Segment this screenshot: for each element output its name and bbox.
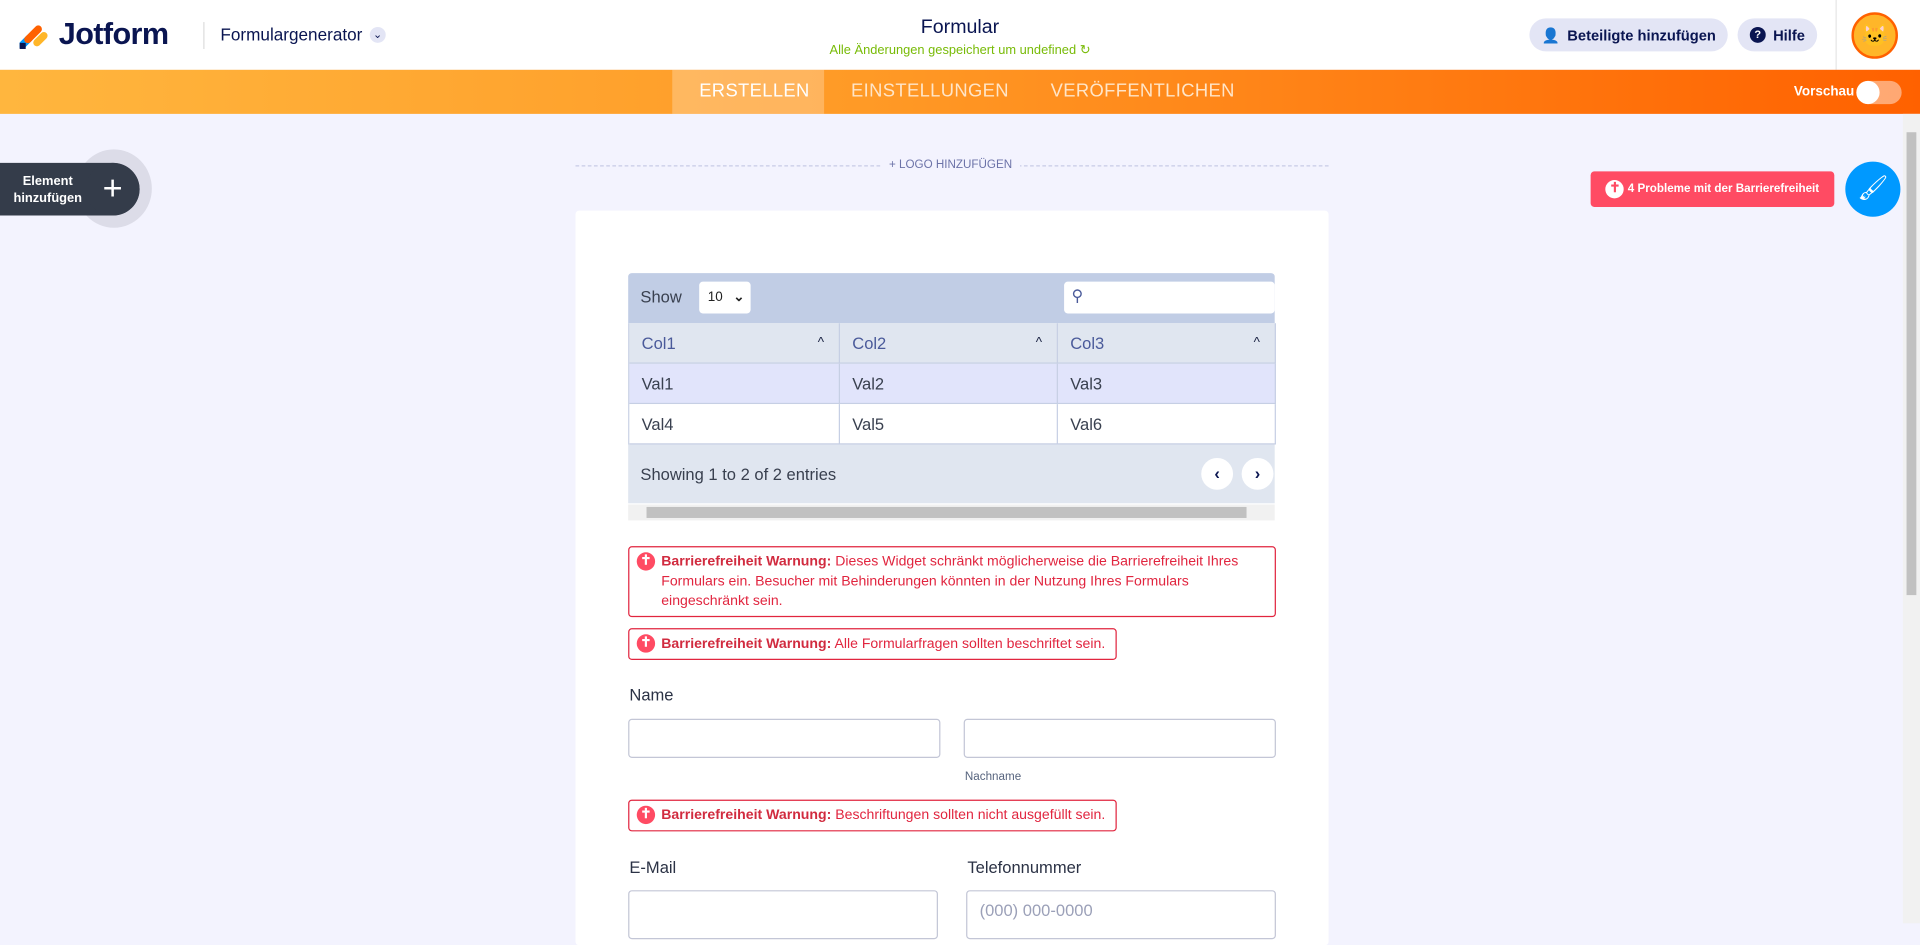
first-name-input[interactable] [628,718,941,758]
accessibility-issues-label: 4 Probleme mit der Barrierefreiheit [1627,182,1820,196]
warning-title: Barrierefreiheit Warnung: [661,554,832,570]
name-label: Name [629,685,674,705]
table-cell[interactable]: Val3 [1057,363,1276,405]
column-header[interactable]: Col2 ^ [840,323,1058,364]
save-status: Alle Änderungen gespeichert um undefined… [0,43,1920,58]
refresh-icon[interactable]: ↻ [1079,42,1091,58]
help-icon: ? [1749,26,1766,43]
table-footer: Showing 1 to 2 of 2 entries ‹ › [628,444,1275,504]
column-header-label: Col3 [1070,334,1105,353]
chevron-down-icon: ⌄ [369,26,386,43]
sort-up-icon: ^ [817,335,825,351]
builder-nav: ERSTELLEN EINSTELLUNGEN VERÖFFENTLICHEN … [0,69,1920,114]
accessibility-icon: ✝ [636,552,656,571]
accessibility-warning: ✝ Barrierefreiheit Warnung: Dieses Widget… [628,546,1276,618]
builder-menu-label: Formulargenerator [220,24,363,45]
tab-veroeffentlichen[interactable]: VERÖFFENTLICHEN [1050,80,1235,102]
scrollbar-thumb[interactable] [646,506,1247,518]
accessibility-icon: ✝ [636,805,656,825]
table-search-input[interactable]: ⚲ [1064,281,1275,314]
sort-up-icon: ^ [1253,335,1261,351]
form-designer-button[interactable]: 🖌 [1845,161,1901,217]
phone-input[interactable]: (000) 000-0000 [966,890,1276,940]
save-status-text: Alle Änderungen gespeichert um undefined [829,42,1077,58]
table-info: Showing 1 to 2 of 2 entries [640,465,837,484]
accessibility-issues-button[interactable]: ✝ 4 Probleme mit der Barrierefreiheit [1590,171,1835,207]
email-label: E-Mail [629,858,677,877]
builder-menu[interactable]: Formulargenerator ⌄ [220,24,386,45]
user-icon: 👤 [1541,26,1560,44]
previous-page-button[interactable]: ‹ [1201,457,1234,490]
accessibility-warning: ✝ Barrierefreiheit Warnung: Beschriftunge… [628,799,1117,832]
sort-up-icon: ^ [1035,335,1043,351]
table-cell[interactable]: Val4 [629,404,841,445]
tab-einstellungen[interactable]: EINSTELLUNGEN [851,80,1009,102]
warning-title: Barrierefreiheit Warnung: [661,808,832,823]
email-input[interactable] [628,890,938,940]
scrollbar-thumb[interactable] [1906,132,1917,596]
accessibility-icon: ✝ [636,634,656,653]
table-grid: Col1 ^ Col2 ^ Col3 ^ Val1 Val2 Val3 Val4 Va… [628,323,1276,445]
show-label: Show [640,287,682,307]
help-button[interactable]: ? Hilfe [1737,18,1818,52]
add-logo-button[interactable]: + LOGO HINZUFÜGEN [881,157,1020,172]
add-participants-button[interactable]: 👤 Beteiligte hinzufügen [1529,18,1729,52]
brand-name: Jotform [58,17,169,52]
warning-text: Beschriftungen sollten nicht ausgefüllt … [835,808,1106,823]
phone-label: Telefonnummer [967,858,1082,877]
page-size-value: 10 [707,290,723,305]
tab-erstellen[interactable]: ERSTELLEN [672,69,825,114]
chevron-down-icon: ⌄ [733,290,745,305]
column-header-label: Col2 [852,334,887,353]
table-cell[interactable]: Val5 [840,404,1058,445]
column-header[interactable]: Col3 ^ [1057,323,1276,364]
next-page-button[interactable]: › [1241,457,1274,490]
table-cell[interactable]: Val2 [840,363,1058,405]
add-element-line2: hinzufügen [13,191,83,206]
add-participants-label: Beteiligte hinzufügen [1567,26,1716,44]
last-name-input[interactable] [963,718,1276,758]
accessibility-warning: ✝ Barrierefreiheit Warnung: Alle Formular… [628,628,1117,661]
table-cell[interactable]: Val1 [629,363,841,405]
table-horizontal-scrollbar[interactable] [628,504,1275,521]
preview-label: Vorschau [1793,84,1855,100]
help-label: Hilfe [1773,26,1805,44]
search-icon: ⚲ [1071,286,1084,305]
column-header-label: Col1 [641,334,676,353]
divider [1835,0,1837,70]
plus-icon[interactable]: + [85,162,140,216]
data-table-widget: Show 10 ⌄ ⚲ Col1 ^ Col2 ^ Col3 ^ Val1 Val2 V… [628,273,1276,521]
avatar[interactable]: 🐱 [1851,12,1898,59]
page-size-select[interactable]: 10 ⌄ [699,281,751,314]
add-element-label[interactable]: Element hinzufügen [7,173,88,207]
last-name-sublabel: Nachname [964,770,1022,784]
table-toolbar: Show 10 ⌄ ⚲ [628,273,1275,324]
form-title[interactable]: Formular [920,17,1000,38]
preview-toggle[interactable] [1856,80,1902,105]
warning-title: Barrierefreiheit Warnung: [661,636,832,652]
accessibility-icon: ✝ [1605,180,1625,199]
jotform-logo[interactable]: Jotform [19,17,169,53]
add-element-line1: Element [22,173,73,189]
divider [203,22,205,49]
paint-roller-icon: 🖌 [1857,175,1889,203]
warning-text: Dieses Widget schränkt möglicherweise di… [661,554,1239,609]
warning-text: Alle Formularfragen sollten beschriftet … [834,636,1106,652]
table-cell[interactable]: Val6 [1057,404,1276,445]
column-header[interactable]: Col1 ^ [629,323,841,364]
jotform-logo-icon [19,24,48,49]
